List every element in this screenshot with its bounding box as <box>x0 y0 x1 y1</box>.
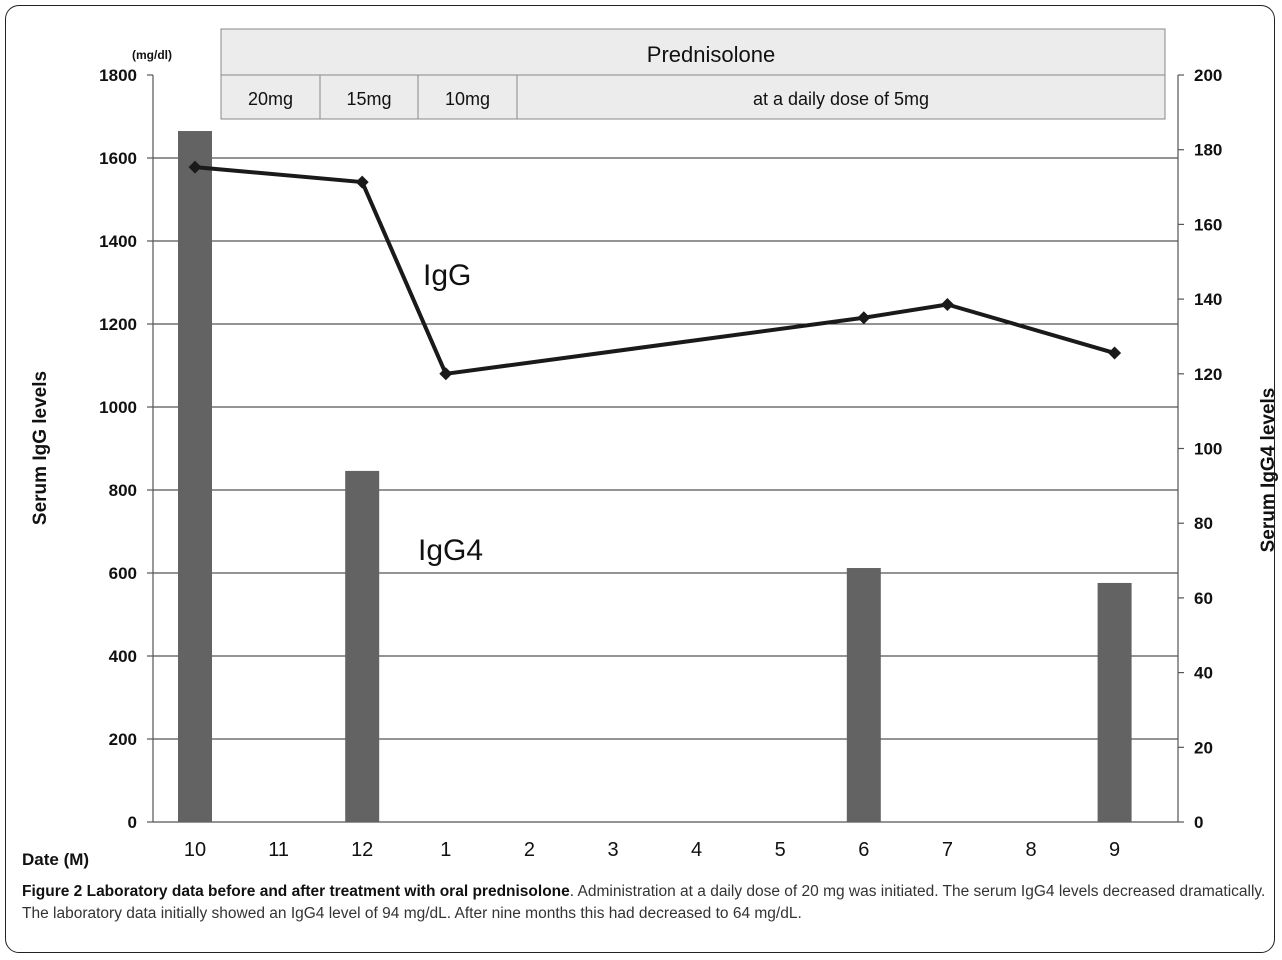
figure-frame <box>5 5 1275 953</box>
left-tick-label: 1800 <box>99 66 137 85</box>
right-tick-label: 60 <box>1194 589 1213 608</box>
igg4-bar <box>345 470 380 822</box>
igg-point <box>355 175 369 189</box>
caption-text: . Administration at a daily dose of 20 m… <box>22 883 1266 922</box>
right-axis-title: Serum IgG4 levels <box>1258 388 1279 553</box>
x-tick-label: 8 <box>1025 839 1036 861</box>
x-tick-label: 2 <box>524 839 535 861</box>
x-tick-label: 6 <box>858 839 869 861</box>
igg-point <box>439 367 453 381</box>
left-tick-label: 600 <box>109 564 137 583</box>
caption-bold: Figure 2 Laboratory data before and afte… <box>22 883 570 900</box>
left-tick-label: 1400 <box>99 232 137 251</box>
x-tick-label: 9 <box>1109 839 1120 861</box>
left-tick-label: 1600 <box>99 149 137 168</box>
x-tick-label: 7 <box>942 839 953 861</box>
left-tick-label: 200 <box>109 730 137 749</box>
treatment-band-title: Prednisolone <box>647 42 775 67</box>
igg-point <box>940 297 954 311</box>
x-tick-label: 5 <box>775 839 786 861</box>
igg-series-label: IgG <box>423 259 471 292</box>
igg4-bar <box>178 131 212 822</box>
left-tick-label: 800 <box>109 481 137 500</box>
treatment-segment-label: 15mg <box>346 89 391 109</box>
right-tick-label: 20 <box>1194 738 1213 757</box>
igg-point <box>1108 346 1122 360</box>
igg4-series-label: IgG4 <box>418 534 483 567</box>
x-tick-label: 4 <box>691 839 702 861</box>
left-tick-label: 0 <box>128 813 137 832</box>
treatment-segment-label: 10mg <box>445 89 490 109</box>
right-tick-label: 0 <box>1194 813 1203 832</box>
left-tick-label: 400 <box>109 647 137 666</box>
x-tick-label: 11 <box>268 839 289 861</box>
right-tick-label: 100 <box>1194 440 1222 459</box>
igg4-bar <box>846 568 881 822</box>
left-axis-title: Serum IgG levels <box>30 371 51 525</box>
x-tick-label: 12 <box>351 839 373 861</box>
right-tick-label: 40 <box>1194 664 1213 683</box>
right-tick-label: 200 <box>1194 66 1222 85</box>
right-tick-label: 140 <box>1194 290 1222 309</box>
left-tick-label: 1200 <box>99 315 137 334</box>
right-tick-label: 180 <box>1194 141 1222 160</box>
right-tick-label: 120 <box>1194 365 1222 384</box>
igg-point <box>857 311 871 325</box>
igg-line <box>194 165 1116 376</box>
igg-point <box>188 160 202 174</box>
left-axis-unit: (mg/dl) <box>132 48 172 62</box>
x-tick-label: 3 <box>607 839 618 861</box>
chart: 0200400600800100012001400160018000204060… <box>22 28 1279 869</box>
right-tick-label: 160 <box>1194 215 1222 234</box>
x-tick-label: 1 <box>440 839 451 861</box>
x-tick-label: 10 <box>184 839 206 861</box>
treatment-segment-label: 20mg <box>248 89 293 109</box>
x-axis-title: Date (M) <box>22 850 89 869</box>
treatment-segment-label: at a daily dose of 5mg <box>753 89 929 109</box>
igg4-bar <box>1097 582 1132 822</box>
treatment-band <box>220 28 1166 120</box>
right-tick-label: 80 <box>1194 514 1213 533</box>
figure-caption: Figure 2 Laboratory data before and afte… <box>22 881 1272 925</box>
left-tick-label: 1000 <box>99 398 137 417</box>
